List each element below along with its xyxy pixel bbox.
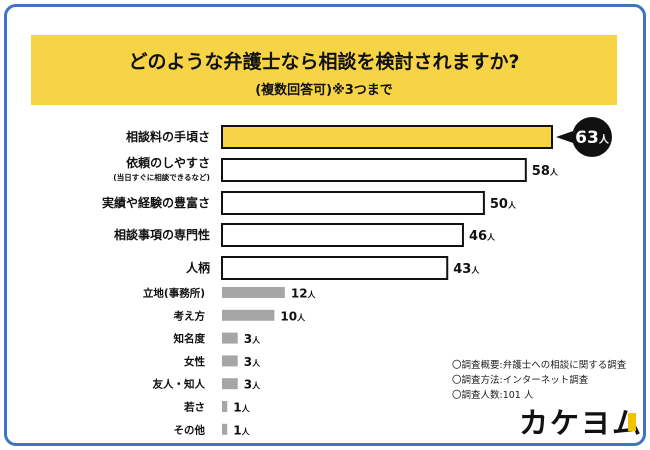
category-label: 立地(事務所) xyxy=(143,287,205,300)
chart-subtitle: (複数回答可)※3つまで xyxy=(255,83,393,98)
bar xyxy=(222,332,238,344)
value-label: 1人 xyxy=(233,401,250,415)
brand-logo: カケヨム xyxy=(519,406,644,440)
bar xyxy=(222,287,285,298)
category-label: 依頼のしやすさ xyxy=(126,155,210,170)
bar xyxy=(222,401,228,412)
category-label: 考え方 xyxy=(174,309,206,322)
bar xyxy=(221,125,553,149)
bar xyxy=(221,223,464,247)
value-label: 46人 xyxy=(469,229,496,244)
bar xyxy=(222,309,275,321)
category-label: その他 xyxy=(174,423,206,436)
value-label: 3人 xyxy=(244,378,261,392)
category-label: 若さ xyxy=(183,401,205,414)
value-label: 10人 xyxy=(280,309,306,323)
survey-note: 〇調査概要:弁護士への相談に関する調査 xyxy=(452,360,627,371)
callout-pointer xyxy=(556,130,576,144)
category-label: 相談料の手頃さ xyxy=(126,129,210,144)
value-label: 43人 xyxy=(453,262,480,277)
value-label: 3人 xyxy=(244,332,261,346)
bar xyxy=(221,256,449,280)
value-label: 63人 xyxy=(575,128,610,148)
bar xyxy=(222,355,238,367)
category-label: 実績や経験の豊富さ xyxy=(102,195,210,210)
value-label: 1人 xyxy=(233,423,250,437)
bar xyxy=(221,191,485,215)
value-label: 58人 xyxy=(532,164,559,179)
callout-bubble xyxy=(572,117,612,157)
category-label: 友人・知人 xyxy=(152,378,206,391)
chart-title: どのような弁護士なら相談を検討されますか? xyxy=(128,51,520,73)
bar xyxy=(221,158,527,182)
category-label: 女性 xyxy=(184,355,205,368)
survey-notes: 〇調査概要:弁護士への相談に関する調査 〇調査方法:インターネット調査 〇調査人… xyxy=(452,358,626,403)
bar xyxy=(222,378,238,390)
bar xyxy=(222,423,228,435)
category-label: 人柄 xyxy=(186,260,210,275)
survey-note: 〇調査人数:101 人 xyxy=(452,390,534,401)
category-label: 知名度 xyxy=(174,332,206,345)
title-box: どのような弁護士なら相談を検討されますか? (複数回答可)※3つまで xyxy=(31,35,617,105)
category-sublabel: (当日すぐに相談できるなど) xyxy=(113,172,210,182)
category-label: 相談事項の専門性 xyxy=(114,227,210,242)
survey-note: 〇調査方法:インターネット調査 xyxy=(452,375,589,386)
value-label: 3人 xyxy=(244,355,261,369)
chart-frame: どのような弁護士なら相談を検討されますか? (複数回答可)※3つまで xyxy=(4,4,646,446)
value-label: 12人 xyxy=(291,287,317,301)
value-label: 50人 xyxy=(490,197,517,212)
logo-accent xyxy=(628,413,636,431)
